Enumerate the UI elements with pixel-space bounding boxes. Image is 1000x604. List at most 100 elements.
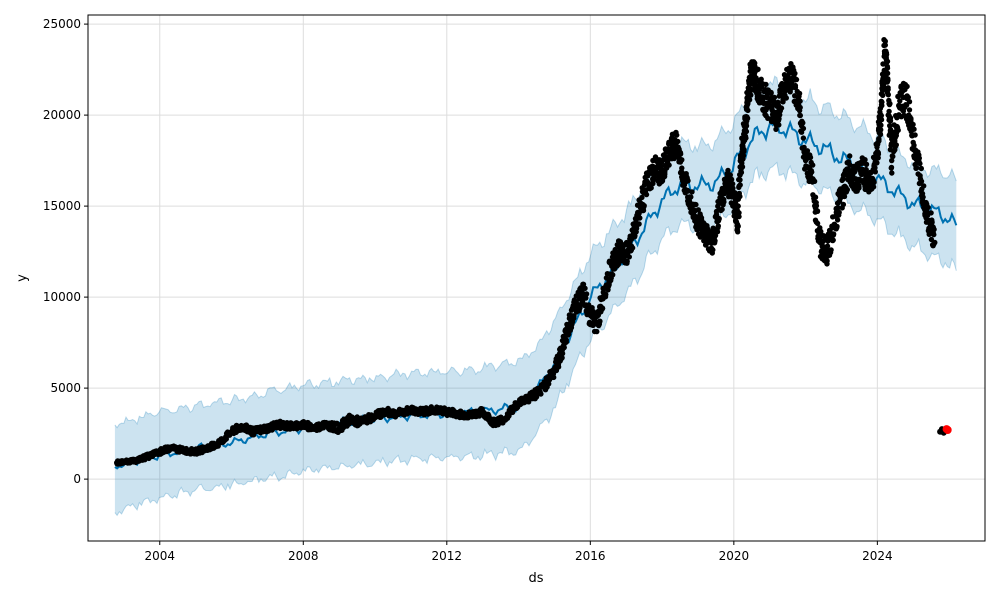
observed-point (743, 128, 750, 135)
observed-point (904, 83, 910, 90)
observed-point (910, 121, 916, 128)
observed-point (920, 194, 926, 200)
observed-point (916, 159, 922, 165)
observed-point (876, 137, 882, 143)
observed-point (890, 153, 896, 160)
observed-point (743, 123, 750, 129)
observed-point (878, 122, 884, 128)
observed-point (856, 185, 862, 191)
observed-point (758, 76, 764, 83)
observed-point (830, 231, 837, 237)
observed-point (918, 178, 925, 184)
observed-point (914, 165, 920, 171)
observed-point (834, 224, 840, 231)
observed-point (639, 194, 645, 201)
observed-point (773, 126, 779, 132)
observed-point (736, 213, 742, 220)
observed-point (878, 112, 884, 119)
y-tick-label: 20000 (43, 108, 81, 122)
x-tick-label: 2004 (144, 549, 175, 563)
observed-point (889, 157, 895, 164)
observed-point (768, 89, 774, 96)
observed-point (695, 207, 701, 213)
observed-point (559, 350, 566, 357)
observed-point (636, 221, 642, 227)
observed-point (824, 261, 830, 267)
observed-point (871, 179, 877, 185)
upper-bound-line (114, 75, 957, 429)
observed-point (748, 92, 754, 98)
observed-point (714, 229, 721, 235)
observed-point (559, 355, 565, 361)
observed-point (895, 127, 901, 133)
observed-point (594, 328, 600, 335)
highlight-point (943, 426, 952, 434)
observed-point (875, 151, 881, 158)
observed-point (739, 164, 746, 170)
uncertainty-band (114, 76, 957, 516)
observed-point (835, 205, 841, 211)
uncertainty-band-group (114, 75, 957, 517)
observed-point (882, 42, 888, 48)
y-tick-label: 10000 (43, 290, 81, 304)
observed-point (712, 238, 718, 244)
observed-point (629, 245, 636, 251)
observed-point (801, 144, 807, 151)
y-axis-label: y (15, 274, 30, 282)
observed-point (793, 76, 800, 83)
observed-point (763, 81, 769, 88)
observed-point (741, 148, 747, 155)
observed-point (725, 167, 731, 174)
observed-point (828, 247, 834, 253)
observed-point (746, 97, 753, 103)
observed-point (918, 165, 924, 172)
observed-point (776, 116, 782, 122)
observed-point (796, 90, 803, 97)
observed-point (906, 107, 913, 113)
observed-point (884, 65, 891, 71)
observed-point (743, 135, 749, 141)
observed-point (610, 272, 616, 278)
observed-point (778, 105, 785, 111)
observed-point (885, 92, 891, 98)
observed-point (814, 220, 821, 227)
observed-point (884, 70, 891, 77)
observed-point (925, 204, 931, 211)
observed-point (874, 160, 880, 166)
observed-point (880, 61, 886, 67)
observed-point (637, 215, 643, 221)
observed-point (810, 162, 816, 168)
observed-point (737, 182, 743, 188)
observed-point (662, 170, 668, 176)
observed-point (807, 154, 814, 161)
observed-point (727, 172, 733, 178)
observed-point (677, 151, 684, 157)
observed-point (675, 138, 681, 145)
observed-point (740, 156, 746, 162)
observed-point (911, 142, 917, 148)
observed-point (783, 95, 789, 101)
observed-point (555, 364, 562, 370)
observed-point (830, 237, 836, 243)
x-tick-label: 2024 (862, 549, 893, 563)
observed-point (824, 243, 831, 249)
observed-point (679, 157, 685, 163)
x-axis-ticks: 2004 2008 2012 2016 2020 2024 (144, 541, 893, 563)
observed-point (893, 142, 899, 148)
observed-point (533, 394, 540, 400)
observed-point (887, 100, 893, 107)
observed-point (814, 208, 821, 214)
observed-point (758, 84, 765, 90)
observed-point (688, 194, 694, 200)
x-tick-label: 2020 (719, 549, 750, 563)
observed-point (745, 101, 751, 107)
observed-point (648, 185, 654, 191)
observed-point (800, 125, 807, 132)
observed-point (596, 321, 602, 327)
observed-point (911, 126, 917, 132)
observed-point (582, 285, 588, 291)
x-tick-label: 2008 (288, 549, 319, 563)
observed-point (719, 206, 725, 213)
observed-point (844, 187, 850, 193)
